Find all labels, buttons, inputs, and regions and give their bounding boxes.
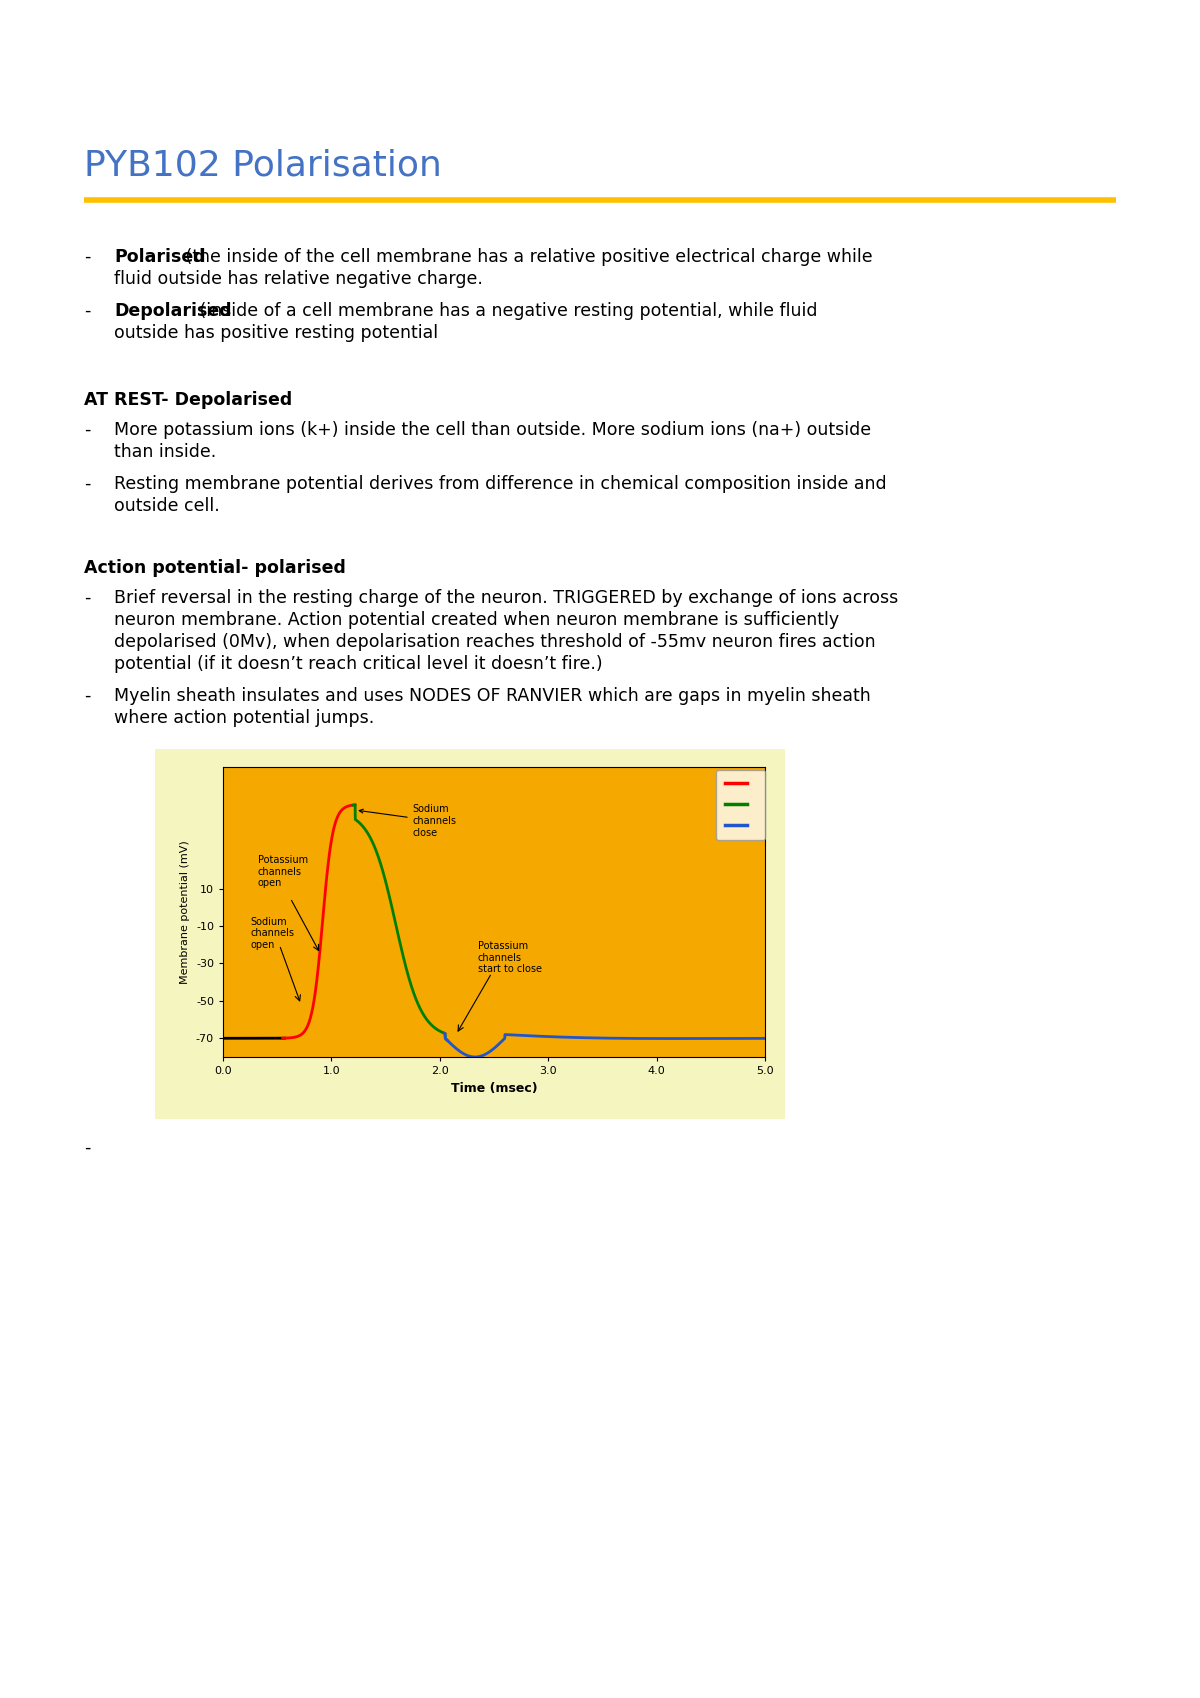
Text: AT REST- Depolarised: AT REST- Depolarised bbox=[84, 391, 293, 409]
Text: Sodium
channels
open: Sodium channels open bbox=[250, 917, 294, 949]
Text: potential (if it doesn’t reach critical level it doesn’t fire.): potential (if it doesn’t reach critical … bbox=[114, 655, 602, 672]
Text: Action potential- polarised: Action potential- polarised bbox=[84, 559, 346, 577]
Text: -: - bbox=[84, 688, 90, 705]
Text: fluid outside has relative negative charge.: fluid outside has relative negative char… bbox=[114, 270, 482, 289]
Text: Brief reversal in the resting charge of the neuron. TRIGGERED by exchange of ion: Brief reversal in the resting charge of … bbox=[114, 589, 899, 606]
Text: PYB102 Polarisation: PYB102 Polarisation bbox=[84, 148, 442, 182]
Bar bbox=[155, 749, 785, 1119]
Text: More potassium ions (k+) inside the cell than outside. More sodium ions (na+) ou: More potassium ions (k+) inside the cell… bbox=[114, 421, 871, 440]
Text: Potassium
channels
open: Potassium channels open bbox=[258, 854, 308, 888]
Text: -: - bbox=[84, 302, 90, 319]
X-axis label: Time (msec): Time (msec) bbox=[451, 1082, 538, 1095]
Text: -: - bbox=[84, 421, 90, 440]
Text: outside cell.: outside cell. bbox=[114, 498, 220, 514]
Text: -: - bbox=[84, 1139, 90, 1156]
Text: where action potential jumps.: where action potential jumps. bbox=[114, 710, 374, 727]
Text: Sodium
channels
close: Sodium channels close bbox=[359, 805, 457, 837]
Y-axis label: Membrane potential (mV): Membrane potential (mV) bbox=[180, 841, 191, 983]
Text: -: - bbox=[84, 475, 90, 492]
Text: Potassium
channels
start to close: Potassium channels start to close bbox=[478, 941, 541, 975]
Text: depolarised (0Mv), when depolarisation reaches threshold of -55mv neuron fires a: depolarised (0Mv), when depolarisation r… bbox=[114, 633, 876, 650]
Text: Myelin sheath insulates and uses NODES OF RANVIER which are gaps in myelin sheat: Myelin sheath insulates and uses NODES O… bbox=[114, 688, 871, 705]
Text: (the inside of the cell membrane has a relative positive electrical charge while: (the inside of the cell membrane has a r… bbox=[180, 248, 872, 267]
Text: Polarised: Polarised bbox=[114, 248, 205, 267]
Text: Resting membrane potential derives from difference in chemical composition insid: Resting membrane potential derives from … bbox=[114, 475, 887, 492]
Legend: , , : , , bbox=[716, 769, 764, 839]
Text: outside has positive resting potential: outside has positive resting potential bbox=[114, 324, 438, 341]
Text: -: - bbox=[84, 248, 90, 267]
Text: than inside.: than inside. bbox=[114, 443, 216, 460]
Text: Depolarised: Depolarised bbox=[114, 302, 232, 319]
Text: -: - bbox=[84, 589, 90, 606]
Text: neuron membrane. Action potential created when neuron membrane is sufficiently: neuron membrane. Action potential create… bbox=[114, 611, 839, 628]
Text: (inside of a cell membrane has a negative resting potential, while fluid: (inside of a cell membrane has a negativ… bbox=[194, 302, 817, 319]
